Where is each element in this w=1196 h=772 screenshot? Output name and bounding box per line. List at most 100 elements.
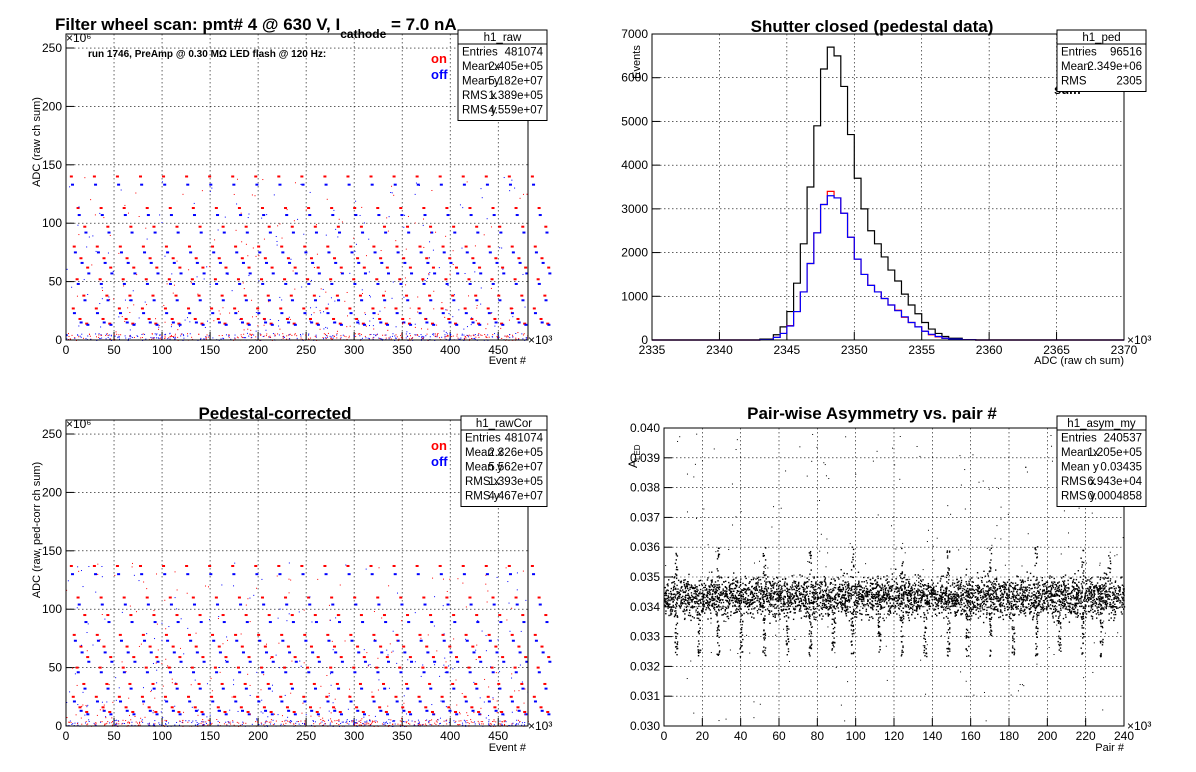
led-off-point: [271, 272, 275, 275]
scatter-point: [496, 337, 498, 339]
x-tick-label: 2335: [639, 343, 666, 357]
led-on-point: [407, 322, 411, 325]
scatter-point: [326, 335, 328, 337]
asymmetry-point: [788, 595, 791, 598]
led-on-point: [302, 307, 306, 310]
asymmetry-point: [1047, 596, 1050, 598]
led-on-point: [312, 682, 316, 685]
scatter-point: [152, 712, 154, 714]
led-on-point: [514, 207, 518, 210]
led-on-point: [254, 175, 258, 178]
scatter-point: [454, 722, 456, 724]
led-off-point: [132, 713, 136, 716]
asymmetry-point: [1024, 594, 1027, 597]
asymmetry-point: [740, 578, 742, 580]
led-on-point: [501, 266, 505, 269]
scatter-point: [209, 721, 211, 723]
asymmetry-point: [841, 606, 843, 608]
scatter-point: [176, 589, 178, 591]
led-off-point: [285, 214, 289, 217]
asymmetry-point: [783, 602, 785, 604]
asymmetry-point: [711, 597, 713, 600]
asymmetry-point: [665, 610, 667, 612]
asymmetry-point: [898, 607, 900, 609]
scatter-point: [293, 220, 295, 222]
led-on-point: [402, 645, 406, 648]
asymmetry-point: [776, 588, 778, 591]
asymmetry-point: [730, 614, 732, 617]
led-off-point: [455, 323, 459, 326]
scatter-point: [405, 722, 407, 724]
scatter-point: [82, 586, 84, 588]
scatter-point: [369, 720, 371, 722]
scatter-point: [324, 337, 326, 339]
scatter-point: [489, 722, 491, 724]
asymmetry-point: [984, 575, 987, 577]
asymmetry-point: [1110, 617, 1112, 619]
led-off-point: [314, 231, 318, 234]
led-on-point: [408, 656, 412, 659]
scatter-point: [422, 723, 424, 725]
scatter-point: [223, 338, 225, 340]
led-off-point: [199, 621, 203, 624]
scatter-point: [66, 268, 68, 270]
led-on-point: [163, 307, 167, 310]
asymmetry-point: [830, 596, 832, 598]
led-off-point: [301, 183, 305, 186]
asymmetry-point: [957, 603, 960, 605]
led-on-point: [108, 710, 112, 713]
led-off-point: [107, 231, 111, 234]
scatter-point: [481, 630, 483, 632]
asymmetry-point: [857, 600, 859, 603]
asymmetry-point: [834, 594, 837, 596]
led-off-point: [518, 651, 522, 654]
scatter-point: [174, 335, 176, 337]
scatter-point: [164, 599, 166, 601]
led-off-point: [429, 687, 433, 690]
asymmetry-point: [845, 581, 847, 584]
asymmetry-point: [709, 591, 711, 594]
asymmetry-point: [865, 592, 868, 594]
asymmetry-point: [1006, 594, 1008, 596]
led-off-point: [234, 700, 238, 703]
asymmetry-point: [1033, 593, 1036, 596]
asymmetry-point: [718, 609, 720, 612]
led-off-point: [393, 183, 397, 186]
led-on-point: [266, 682, 270, 685]
led-off-point: [317, 660, 321, 663]
asymmetry-point: [1113, 605, 1116, 608]
scatter-point: [517, 332, 519, 334]
asymmetry-point: [945, 603, 948, 605]
scatter-point: [511, 711, 513, 713]
asymmetry-point: [958, 586, 960, 588]
y-tick-label: 0.031: [630, 689, 660, 703]
asymmetry-point: [965, 574, 967, 576]
scatter-point: [448, 313, 450, 315]
led-on-point: [333, 257, 337, 260]
led-on-point: [421, 666, 425, 669]
asymmetry-point: [986, 590, 989, 593]
led-on-point: [491, 596, 495, 599]
asymmetry-point: [989, 581, 992, 583]
scatter-point: [234, 562, 236, 564]
scatter-point: [121, 723, 123, 725]
led-off-point: [545, 621, 549, 624]
scatter-point: [163, 304, 165, 306]
asymmetry-point: [881, 600, 884, 602]
led-off-point: [402, 709, 406, 712]
led-on-point: [329, 278, 333, 281]
led-off-point: [419, 251, 423, 254]
asymmetry-point: [1063, 600, 1066, 603]
grid-lines: [66, 34, 528, 340]
scatter-point: [313, 267, 315, 269]
asymmetry-point: [982, 603, 985, 605]
scatter-point: [70, 721, 72, 723]
scatter-point: [492, 334, 494, 336]
scatter-point: [290, 720, 292, 722]
scatter-point: [165, 658, 167, 660]
led-off-point: [221, 299, 225, 302]
y-tick-label: 0.036: [630, 540, 660, 554]
led-on-point: [461, 175, 465, 178]
asymmetry-point: [811, 602, 813, 604]
asymmetry-point: [783, 616, 786, 618]
